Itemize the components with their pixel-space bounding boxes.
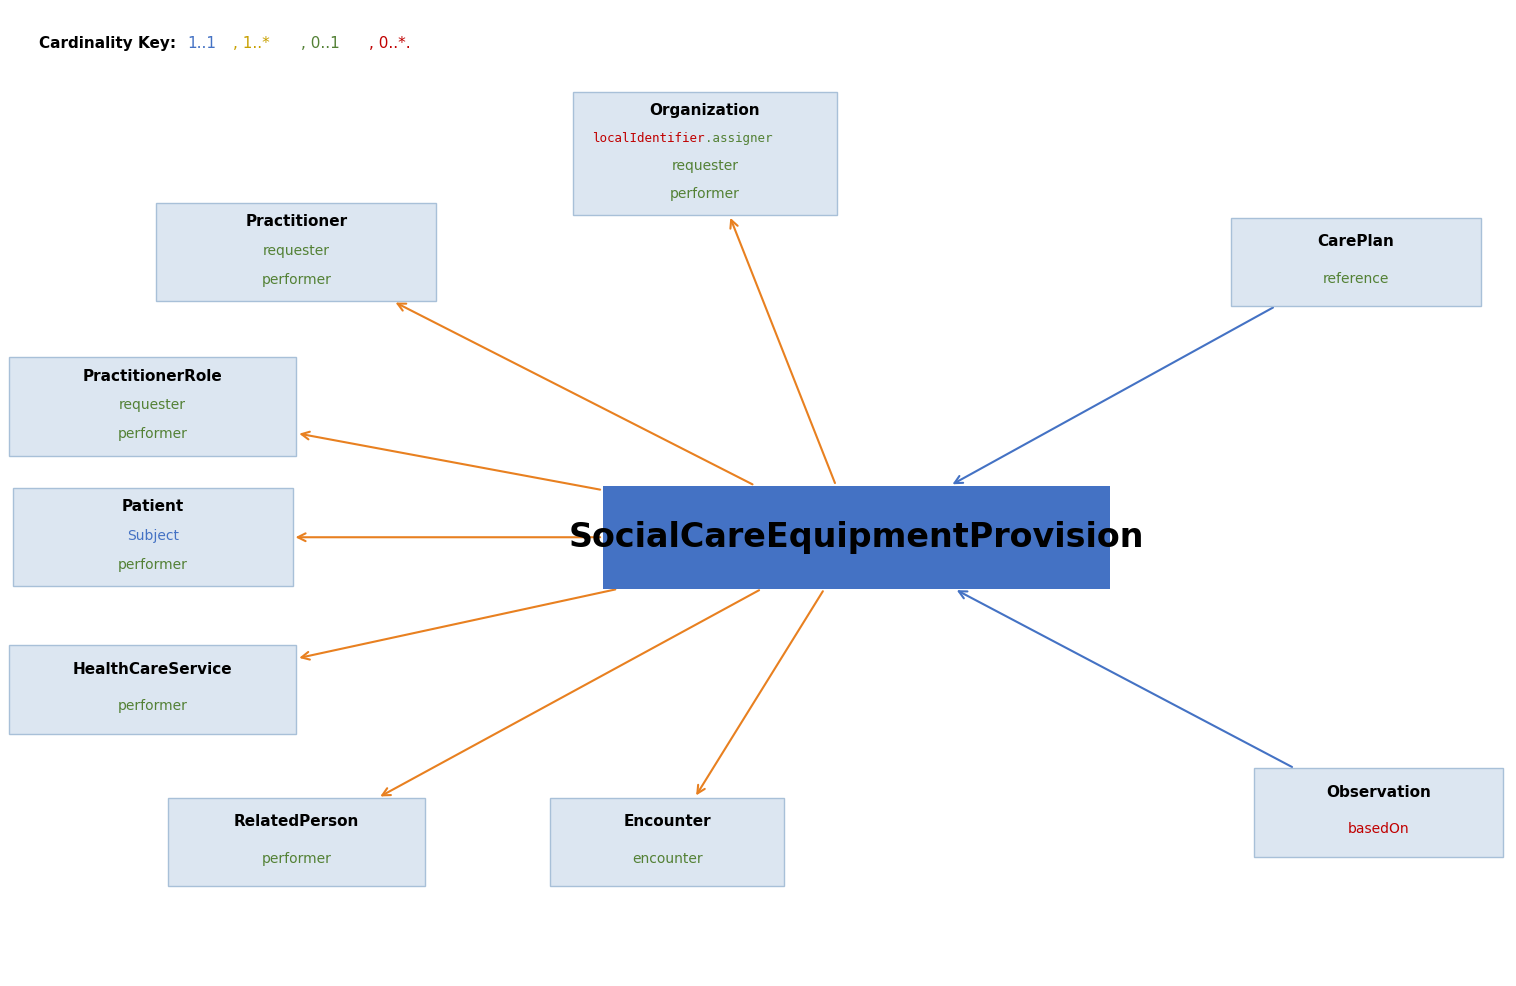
Text: , 1..*: , 1..*	[233, 35, 270, 51]
Text: Subject: Subject	[127, 528, 179, 543]
Text: performer: performer	[118, 699, 188, 713]
Text: , 0..1: , 0..1	[302, 35, 340, 51]
Text: Patient: Patient	[121, 499, 183, 515]
Text: Organization: Organization	[650, 103, 761, 118]
Text: , 0..*.: , 0..*.	[368, 35, 411, 51]
Bar	[1254, 768, 1504, 857]
Text: basedOn: basedOn	[1348, 822, 1410, 836]
Bar	[1231, 218, 1481, 307]
Text: SocialCareEquipmentProvision: SocialCareEquipmentProvision	[568, 521, 1145, 554]
Text: performer: performer	[118, 427, 188, 441]
Text: RelatedPerson: RelatedPerson	[233, 814, 359, 829]
Text: 1..1: 1..1	[188, 35, 217, 51]
Text: Observation: Observation	[1326, 785, 1431, 800]
Bar	[603, 486, 1110, 589]
Text: Encounter: Encounter	[623, 814, 711, 829]
Text: performer: performer	[670, 187, 740, 201]
Text: Cardinality Key:: Cardinality Key:	[39, 35, 176, 51]
Text: performer: performer	[262, 272, 332, 287]
Bar	[573, 93, 837, 215]
Bar	[550, 798, 784, 886]
Text: PractitionerRole: PractitionerRole	[83, 369, 223, 384]
Text: requester: requester	[672, 160, 738, 174]
Text: reference: reference	[1322, 271, 1389, 286]
Text: .assigner: .assigner	[705, 132, 773, 145]
Text: Practitioner: Practitioner	[246, 214, 347, 230]
Text: requester: requester	[262, 244, 330, 257]
Text: performer: performer	[262, 852, 332, 866]
Bar	[12, 488, 293, 587]
Text: encounter: encounter	[632, 852, 702, 866]
Text: CarePlan: CarePlan	[1317, 234, 1395, 249]
Bar	[156, 203, 437, 302]
Text: requester: requester	[120, 398, 186, 412]
Bar	[9, 357, 297, 456]
Text: localIdentifier: localIdentifier	[593, 132, 705, 145]
Bar	[168, 798, 424, 886]
Bar	[9, 646, 297, 734]
Text: HealthCareService: HealthCareService	[73, 662, 232, 676]
Text: performer: performer	[118, 558, 188, 572]
